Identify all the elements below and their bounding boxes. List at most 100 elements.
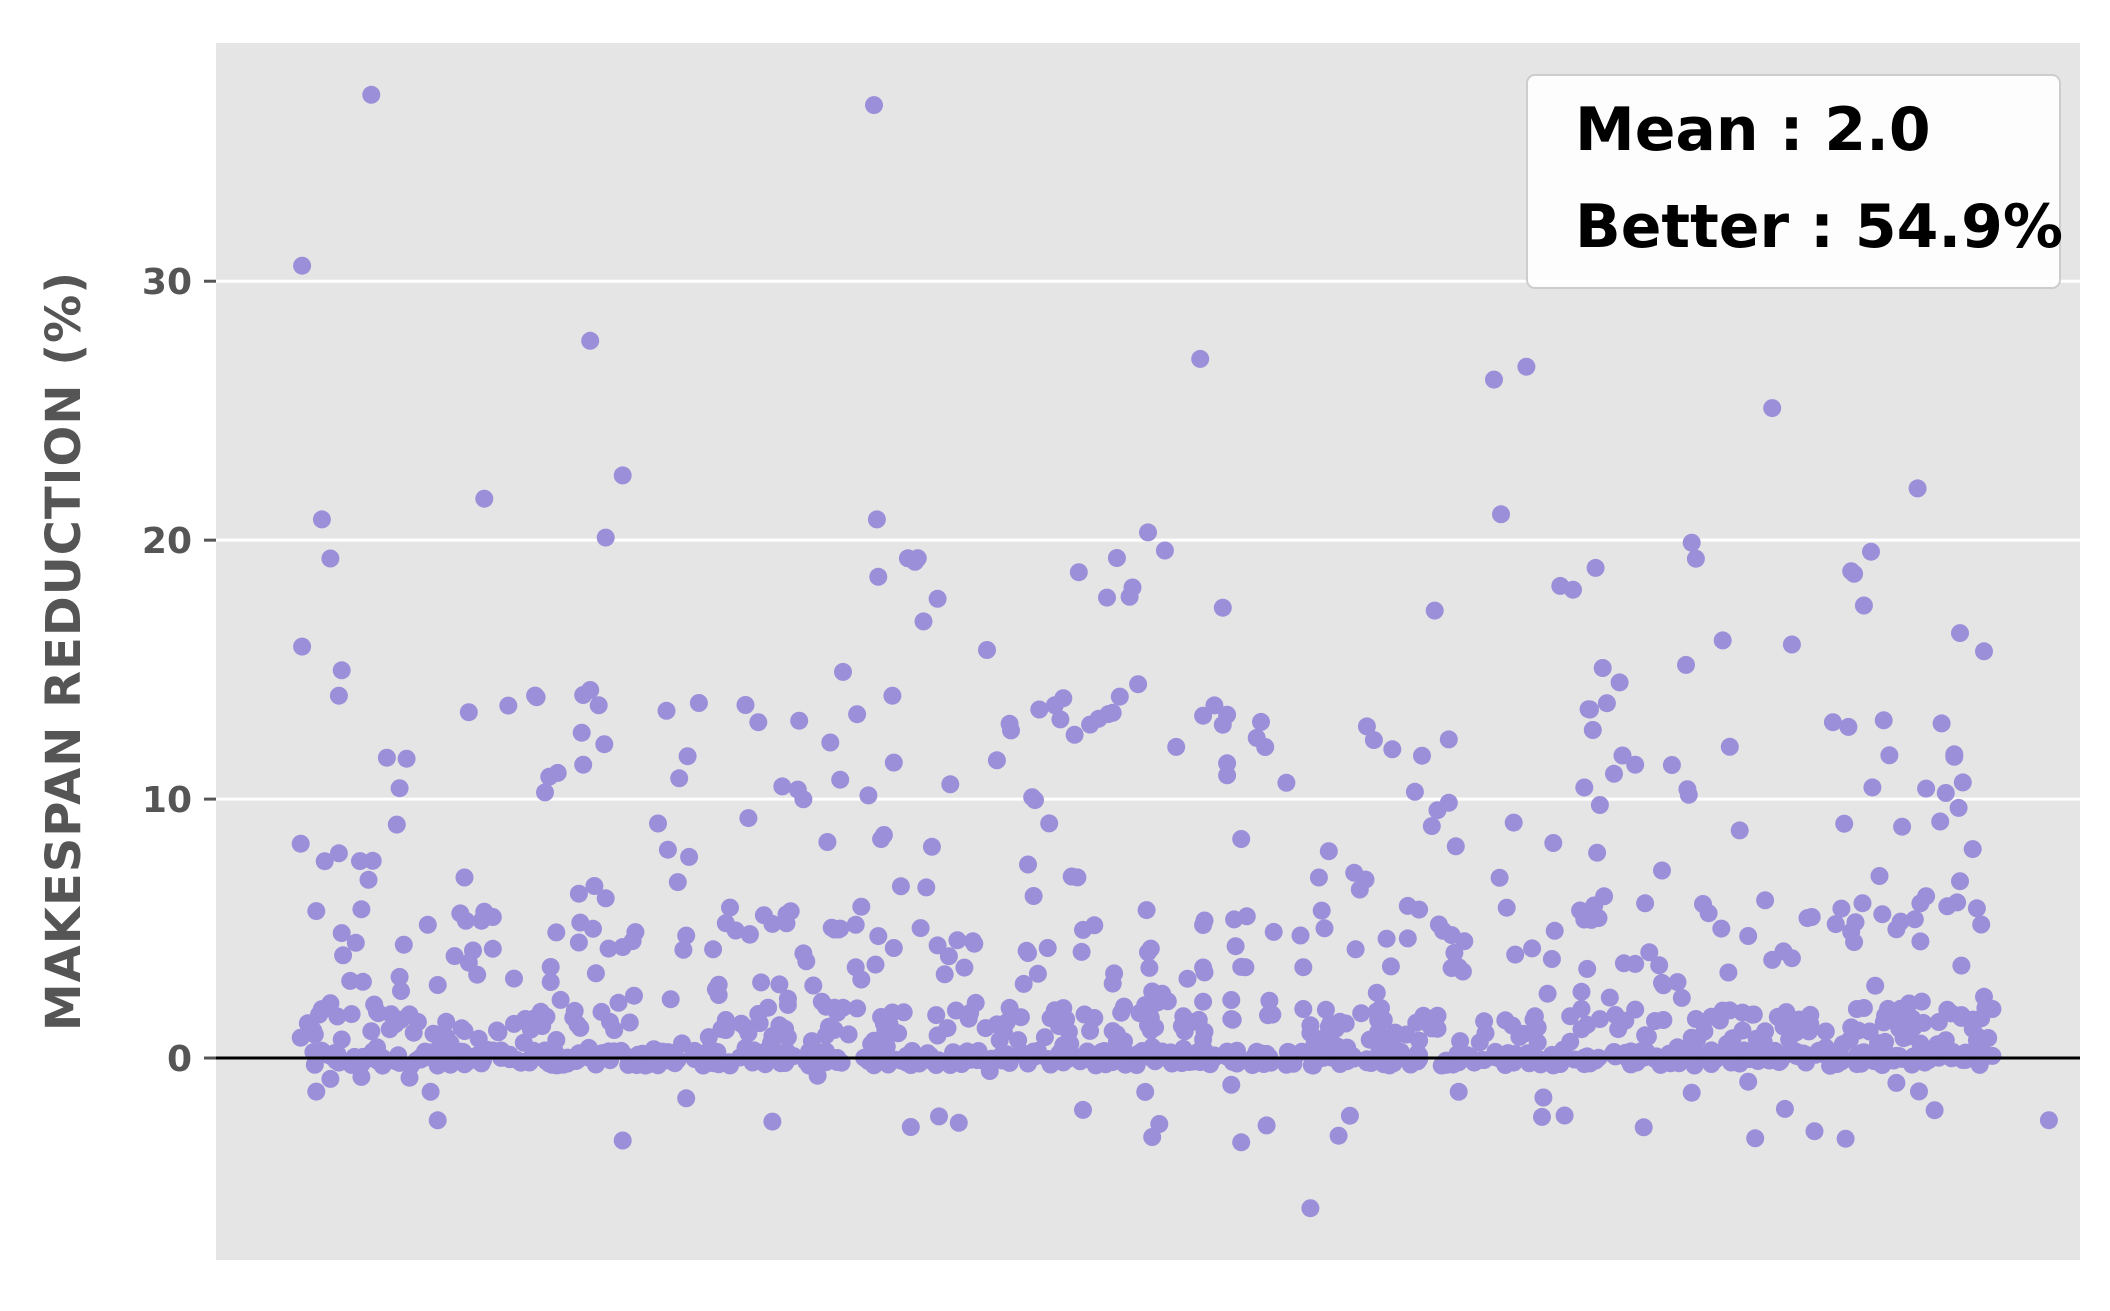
scatter-point — [736, 1038, 755, 1057]
scatter-point — [859, 786, 878, 805]
scatter-point — [431, 1031, 450, 1050]
scatter-point — [321, 549, 340, 568]
scatter-point — [677, 926, 696, 945]
scatter-point — [869, 927, 888, 946]
scatter-point — [1893, 817, 1912, 836]
scatter-point — [1733, 1021, 1752, 1040]
scatter-point — [948, 931, 967, 950]
scatter-point — [1839, 717, 1858, 736]
scatter-point — [1862, 542, 1880, 561]
scatter-point — [1949, 798, 1968, 817]
scatter-point — [874, 826, 893, 844]
scatter-point — [1873, 905, 1892, 924]
scatter-point — [1640, 943, 1659, 962]
scatter-point — [312, 1000, 331, 1019]
scatter-point — [1098, 588, 1116, 607]
scatter-point — [595, 735, 614, 754]
scatter-point — [1746, 1129, 1765, 1148]
scatter-point — [1854, 999, 1873, 1017]
scatter-point — [1312, 901, 1331, 920]
scatter-point — [609, 993, 628, 1012]
scatter-point — [876, 1021, 895, 1040]
scatter-point — [1836, 1129, 1855, 1148]
scatter-point — [869, 567, 888, 586]
scatter-point — [505, 969, 523, 988]
scatter-point — [483, 939, 502, 958]
scatter-point — [1019, 855, 1037, 874]
scatter-point — [1578, 959, 1597, 978]
scatter-point — [819, 1017, 838, 1036]
scatter-point — [1428, 801, 1447, 820]
scatter-point — [939, 947, 958, 966]
scatter-point — [1451, 1032, 1470, 1051]
scatter-point — [1110, 687, 1129, 706]
scatter-point — [834, 662, 852, 681]
scatter-point — [1309, 868, 1328, 887]
scatter-point — [1504, 813, 1523, 832]
scatter-point — [1870, 867, 1889, 885]
scatter-point — [852, 970, 871, 989]
scatter-point — [1866, 976, 1885, 995]
scatter-point — [1952, 956, 1971, 975]
scatter-point — [1654, 1011, 1673, 1029]
scatter-point — [1081, 715, 1100, 734]
scatter-point — [1662, 756, 1681, 774]
scatter-point — [1045, 696, 1064, 715]
scatter-point — [452, 1019, 471, 1038]
scatter-point — [1533, 1107, 1551, 1126]
scatter-point — [1579, 700, 1598, 719]
scatter-point — [788, 780, 807, 799]
scatter-point — [941, 775, 960, 794]
scatter-point — [1065, 725, 1084, 744]
scatter-point — [536, 1047, 554, 1066]
scatter-point — [1403, 1053, 1422, 1072]
scatter-point — [1263, 1005, 1282, 1024]
scatter-point — [1917, 779, 1936, 798]
scatter-point — [1650, 956, 1669, 975]
scatter-point — [1782, 949, 1801, 968]
scatter-point — [935, 965, 954, 984]
scatter-point — [1609, 1020, 1628, 1039]
scatter-point — [321, 1069, 340, 1088]
scatter-point — [1600, 988, 1619, 1007]
scatter-point — [1626, 1000, 1645, 1019]
scatter-point — [505, 1014, 523, 1033]
scatter-point — [1213, 598, 1232, 617]
scatter-point — [1588, 843, 1607, 862]
scatter-point — [884, 753, 903, 772]
scatter-point — [1264, 922, 1283, 941]
scatter-point — [1595, 887, 1614, 906]
scatter-point — [1672, 988, 1691, 1007]
scatter-point — [1713, 1001, 1732, 1020]
scatter-point — [1340, 1106, 1359, 1125]
scatter-point — [1195, 963, 1214, 982]
scatter-point — [1739, 927, 1758, 945]
scatter-point — [565, 1001, 584, 1020]
scatter-point — [1301, 1199, 1320, 1218]
scatter-point — [877, 1046, 896, 1065]
scatter-point — [626, 923, 645, 942]
scatter-point — [1439, 730, 1458, 749]
scatter-point — [990, 1031, 1009, 1050]
scatter-point — [1040, 814, 1059, 833]
scatter-point — [1787, 1046, 1806, 1065]
scatter-point — [922, 1052, 941, 1071]
scatter-point — [1910, 1082, 1928, 1101]
scatter-point — [1551, 576, 1570, 595]
scatter-point — [1972, 1037, 1991, 1055]
scatter-point — [1936, 1031, 1955, 1050]
scatter-point — [514, 1033, 533, 1052]
scatter-point — [1766, 1041, 1784, 1060]
scatter-point — [959, 1009, 978, 1028]
scatter-point — [387, 815, 406, 834]
scatter-point — [1030, 700, 1049, 719]
scatter-point — [394, 935, 413, 954]
scatter-point — [649, 814, 667, 833]
scatter-point — [362, 1022, 381, 1041]
scatter-point — [1677, 655, 1695, 674]
scatter-point — [1380, 1056, 1399, 1075]
scatter-point — [475, 489, 494, 508]
scatter-point — [901, 1056, 920, 1074]
scatter-point — [1572, 982, 1591, 1001]
scatter-point — [911, 919, 930, 938]
